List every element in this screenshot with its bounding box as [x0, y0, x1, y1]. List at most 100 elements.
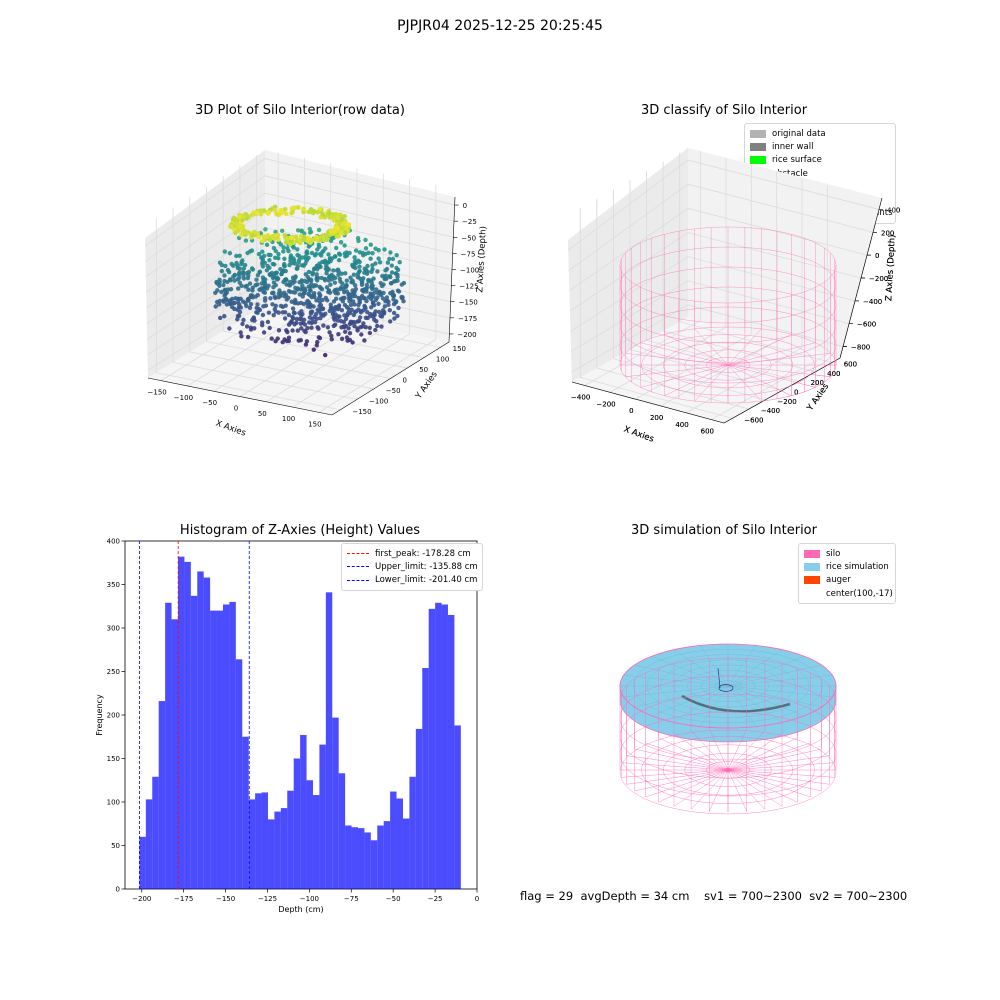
p1-point: [297, 280, 302, 285]
p1-point: [391, 301, 397, 307]
p1-point: [350, 263, 355, 269]
p1-point: [263, 296, 268, 301]
legend-item: auger: [804, 574, 890, 587]
p1-point: [357, 298, 362, 304]
p4-mesh-spoke: [699, 685, 729, 727]
p1-point: [268, 296, 273, 301]
p1-point: [249, 233, 255, 238]
p1-point: [369, 305, 374, 310]
p1-point: [273, 295, 278, 301]
p1-point: [357, 315, 363, 320]
legend-swatch: [750, 142, 766, 151]
p1-point: [222, 278, 227, 284]
p1-point: [213, 290, 218, 295]
p1-point: [363, 246, 369, 251]
p1-point: [276, 328, 282, 333]
p1-point: [331, 323, 336, 329]
p1-point: [352, 255, 357, 260]
p4-mesh-spoke: [651, 656, 729, 687]
p4-mesh-spoke: [727, 685, 783, 723]
p1-point: [325, 298, 330, 303]
histogram-bar: [197, 571, 204, 889]
p1-point: [269, 336, 274, 341]
p1-point: [262, 290, 268, 295]
p1-point: [341, 324, 346, 329]
p4-silo-spoke: [727, 353, 831, 366]
p1-point: [307, 315, 312, 320]
p1-point: [303, 254, 308, 259]
p1-point: [283, 211, 289, 217]
p1-point: [375, 295, 380, 300]
p4-xtick: 600: [701, 428, 714, 436]
p1-point: [370, 300, 376, 305]
p4-silo-spoke: [727, 728, 747, 771]
p4-silo-spoke: [694, 328, 729, 366]
legend-label: first_peak: -178.28 cm: [375, 548, 471, 559]
p4-silo-spoke: [727, 769, 822, 792]
footer-sv1: sv1 = 700~2300: [704, 889, 802, 903]
p1-point: [295, 228, 301, 233]
p1-point: [359, 332, 364, 337]
p1-point: [231, 274, 236, 279]
histogram-bar: [165, 602, 172, 889]
p4-silo-spoke: [727, 742, 811, 771]
p1-ztick: −125: [459, 283, 478, 291]
histogram-bar: [158, 701, 166, 889]
p1-point: [324, 233, 329, 239]
p1-point: [389, 270, 395, 275]
p1-point: [248, 325, 254, 330]
histogram-bar: [377, 825, 384, 889]
p1-point: [221, 282, 226, 288]
p1-point: [309, 325, 314, 330]
p1-point: [352, 283, 358, 288]
p1-xtick: 150: [308, 420, 321, 428]
p1-point: [270, 275, 276, 281]
histogram-bar: [447, 614, 455, 889]
p1-point: [305, 304, 310, 309]
p1-point: [290, 306, 296, 311]
p1-point: [236, 271, 242, 277]
histogram-bar: [248, 799, 256, 889]
p1-point: [363, 251, 368, 257]
p1-point: [316, 227, 322, 233]
p1-point: [320, 211, 325, 217]
p2-xtick: 200: [650, 414, 663, 422]
p1-ztick: −175: [458, 315, 477, 323]
p1-point: [352, 290, 357, 295]
p4-mesh-spoke: [634, 685, 729, 708]
p4-silo-spoke: [727, 364, 816, 388]
p1-ytick: −50: [386, 387, 401, 395]
p1-ztick: −150: [459, 299, 478, 307]
p1-point: [379, 314, 385, 319]
legend-label: rice surface: [772, 155, 822, 166]
p1-point: [219, 289, 224, 295]
p1-point: [264, 242, 270, 247]
p1-point: [319, 275, 324, 281]
p1-point: [346, 310, 351, 315]
p4-xlabel: X Axies: [622, 425, 655, 445]
p4-ytick: −400: [761, 407, 780, 415]
p1-point: [336, 332, 341, 337]
p1-point: [273, 283, 278, 288]
p4-silo-spoke: [664, 364, 729, 396]
p1-point: [354, 260, 359, 266]
p1-point: [368, 291, 373, 296]
histogram-bar: [177, 556, 185, 889]
p1-point: [390, 291, 395, 297]
p1-point: [297, 253, 302, 259]
legend-label: original data: [772, 128, 826, 139]
p1-point: [353, 248, 359, 253]
histogram-bar: [152, 776, 159, 889]
p2-ytick: 0: [794, 389, 798, 397]
p1-point: [224, 290, 229, 295]
p1-grid-y: [172, 361, 358, 400]
p1-point: [258, 208, 263, 213]
histogram-bar: [409, 776, 416, 889]
p1-point: [232, 278, 237, 283]
p4-silo-spoke: [640, 342, 729, 366]
p1-point: [325, 325, 331, 330]
histogram-bar: [396, 798, 403, 889]
p1-xtick: 50: [258, 410, 267, 418]
